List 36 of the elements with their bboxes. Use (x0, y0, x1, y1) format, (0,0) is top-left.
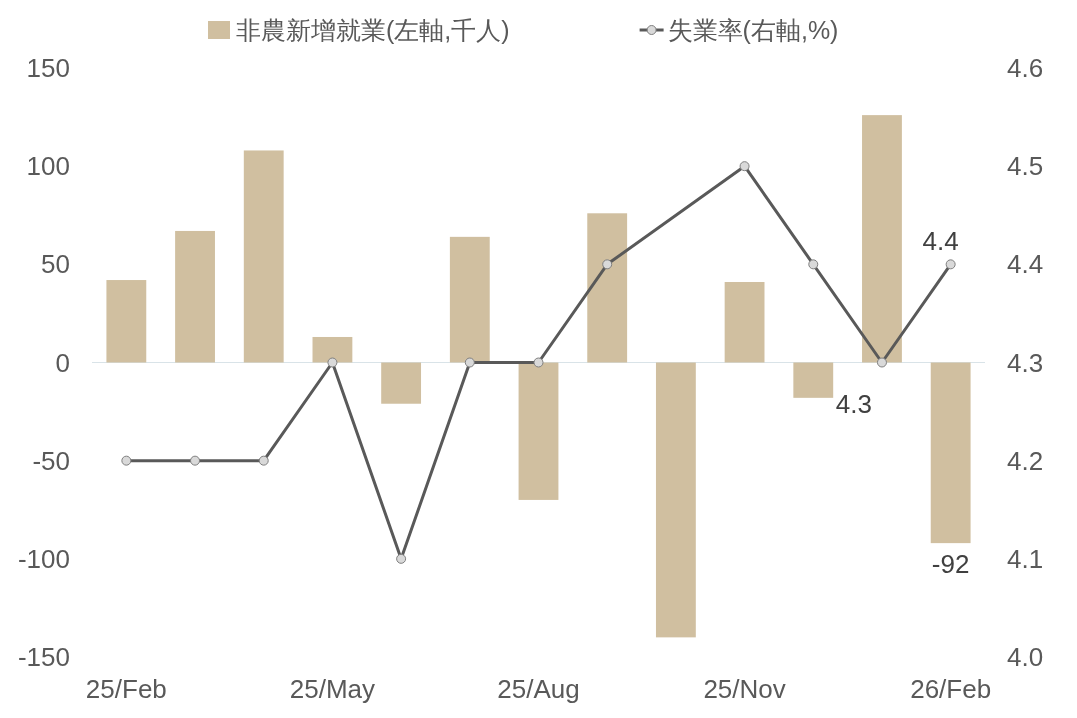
x-tick-label: 25/May (289, 674, 376, 704)
point (258, 455, 269, 466)
data-label: 4.3 (835, 388, 872, 419)
y2-tick-label: 4.1 (1007, 543, 1044, 574)
x-tick-label: 26/Feb (910, 674, 992, 704)
y2-tick-label: 4.2 (1007, 445, 1044, 476)
data-label: 4.4 (922, 226, 959, 257)
y2-tick-label: 4.0 (1007, 642, 1044, 672)
point (327, 357, 338, 368)
x-tick-label: 25/Aug (497, 674, 580, 704)
point (464, 357, 475, 368)
y-tick-label: -50 (32, 445, 70, 476)
point (739, 161, 750, 172)
y-tick-label: 0 (55, 347, 70, 378)
legend-label: 非農新增就業(左軸,千人) (236, 16, 510, 44)
y-tick-label: -100 (17, 543, 70, 574)
y-tick-label: 150 (26, 53, 70, 83)
y-tick-label: 100 (26, 151, 70, 182)
legend-label: 失業率(右軸,%) (667, 16, 839, 44)
data-label: -92 (931, 549, 970, 580)
point (945, 259, 956, 270)
point (121, 455, 132, 466)
y-tick-label: -150 (17, 642, 70, 672)
point (533, 357, 544, 368)
y2-tick-label: 4.4 (1007, 249, 1044, 280)
x-tick-label: 25/Feb (85, 674, 167, 704)
point (602, 259, 613, 270)
y2-tick-label: 4.5 (1007, 151, 1044, 182)
point (396, 553, 407, 564)
point (876, 357, 887, 368)
point (190, 455, 201, 466)
y-tick-label: 50 (41, 249, 70, 280)
y2-tick-label: 4.3 (1007, 347, 1044, 378)
point (808, 259, 819, 270)
y2-tick-label: 4.6 (1007, 53, 1044, 83)
x-tick-label: 25/Nov (703, 674, 786, 704)
